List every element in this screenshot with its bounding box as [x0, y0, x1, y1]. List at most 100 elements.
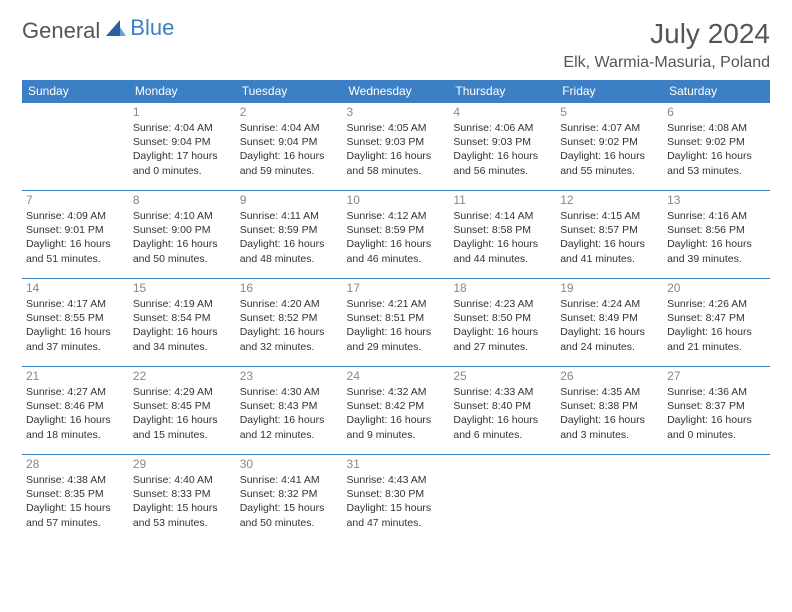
- day-info: Sunrise: 4:20 AMSunset: 8:52 PMDaylight:…: [240, 297, 339, 354]
- calendar-day-cell: 20 Sunrise: 4:26 AMSunset: 8:47 PMDayligh…: [663, 279, 770, 367]
- calendar-day-cell: [449, 455, 556, 543]
- weekday-header: Saturday: [663, 80, 770, 103]
- calendar-day-cell: 23Sunrise: 4:30 AMSunset: 8:43 PMDayligh…: [236, 367, 343, 455]
- calendar-day-cell: 18Sunrise: 4:23 AMSunset: 8:50 PMDayligh…: [449, 279, 556, 367]
- day-info: Sunrise: 4:12 AMSunset: 8:59 PMDaylight:…: [347, 209, 446, 266]
- day-number: 12: [560, 193, 659, 207]
- calendar-week-row: 28 Sunrise: 4:38 AMSunset: 8:35 PMDayligh…: [22, 455, 770, 543]
- day-number: 16: [240, 281, 339, 295]
- calendar-week-row: 1 Sunrise: 4:04 AMSunset: 9:04 PMDaylight…: [22, 103, 770, 191]
- sail-icon: [104, 18, 126, 44]
- day-info: Sunrise: 4:10 AMSunset: 9:00 PMDaylight:…: [133, 209, 232, 266]
- calendar-day-cell: 1 Sunrise: 4:04 AMSunset: 9:04 PMDaylight…: [129, 103, 236, 191]
- weekday-header: Thursday: [449, 80, 556, 103]
- day-info: Sunrise: 4:23 AMSunset: 8:50 PMDaylight:…: [453, 297, 552, 354]
- day-number: 28: [26, 457, 125, 471]
- weekday-header: Wednesday: [343, 80, 450, 103]
- calendar-day-cell: 22 Sunrise: 4:29 AMSunset: 8:45 PMDayligh…: [129, 367, 236, 455]
- calendar-day-cell: 10 Sunrise: 4:12 AMSunset: 8:59 PMDayligh…: [343, 191, 450, 279]
- calendar-day-cell: 26Sunrise: 4:35 AMSunset: 8:38 PMDayligh…: [556, 367, 663, 455]
- day-number: 27: [667, 369, 766, 383]
- calendar-day-cell: 17Sunrise: 4:21 AMSunset: 8:51 PMDayligh…: [343, 279, 450, 367]
- day-number: 8: [133, 193, 232, 207]
- day-info: Sunrise: 4:32 AMSunset: 8:42 PMDaylight:…: [347, 385, 446, 442]
- day-number: 9: [240, 193, 339, 207]
- calendar-day-cell: 29Sunrise: 4:40 AMSunset: 8:33 PMDayligh…: [129, 455, 236, 543]
- calendar-day-cell: 19Sunrise: 4:24 AMSunset: 8:49 PMDayligh…: [556, 279, 663, 367]
- calendar-day-cell: 24 Sunrise: 4:32 AMSunset: 8:42 PMDayligh…: [343, 367, 450, 455]
- day-number: 20: [667, 281, 766, 295]
- calendar-day-cell: 11 Sunrise: 4:14 AMSunset: 8:58 PMDayligh…: [449, 191, 556, 279]
- day-number: 2: [240, 105, 339, 119]
- calendar-day-cell: 6 Sunrise: 4:08 AMSunset: 9:02 PMDaylight…: [663, 103, 770, 191]
- day-number: 13: [667, 193, 766, 207]
- day-info: Sunrise: 4:06 AMSunset: 9:03 PMDaylight:…: [453, 121, 552, 178]
- month-title: July 2024: [563, 18, 770, 50]
- day-number: 24: [347, 369, 446, 383]
- day-info: Sunrise: 4:09 AMSunset: 9:01 PMDaylight:…: [26, 209, 125, 266]
- calendar-week-row: 7 Sunrise: 4:09 AMSunset: 9:01 PMDaylight…: [22, 191, 770, 279]
- calendar-day-cell: 7 Sunrise: 4:09 AMSunset: 9:01 PMDaylight…: [22, 191, 129, 279]
- calendar-day-cell: 4 Sunrise: 4:06 AMSunset: 9:03 PMDaylight…: [449, 103, 556, 191]
- day-info: Sunrise: 4:19 AMSunset: 8:54 PMDaylight:…: [133, 297, 232, 354]
- weekday-header: Tuesday: [236, 80, 343, 103]
- page-header: General Blue July 2024 Elk, Warmia-Masur…: [22, 18, 770, 72]
- calendar-day-cell: 21Sunrise: 4:27 AMSunset: 8:46 PMDayligh…: [22, 367, 129, 455]
- calendar-week-row: 14Sunrise: 4:17 AMSunset: 8:55 PMDayligh…: [22, 279, 770, 367]
- day-number: 10: [347, 193, 446, 207]
- day-info: Sunrise: 4:26 AMSunset: 8:47 PMDaylight:…: [667, 297, 766, 354]
- calendar-header-row: SundayMondayTuesdayWednesdayThursdayFrid…: [22, 80, 770, 103]
- day-number: 11: [453, 193, 552, 207]
- day-info: Sunrise: 4:16 AMSunset: 8:56 PMDaylight:…: [667, 209, 766, 266]
- day-info: Sunrise: 4:41 AMSunset: 8:32 PMDaylight:…: [240, 473, 339, 530]
- day-number: 29: [133, 457, 232, 471]
- brand-part1: General: [22, 18, 100, 44]
- day-info: Sunrise: 4:11 AMSunset: 8:59 PMDaylight:…: [240, 209, 339, 266]
- day-number: 6: [667, 105, 766, 119]
- location-label: Elk, Warmia-Masuria, Poland: [563, 54, 770, 72]
- day-info: Sunrise: 4:38 AMSunset: 8:35 PMDaylight:…: [26, 473, 125, 530]
- day-info: Sunrise: 4:35 AMSunset: 8:38 PMDaylight:…: [560, 385, 659, 442]
- day-number: 4: [453, 105, 552, 119]
- day-number: 3: [347, 105, 446, 119]
- day-number: 14: [26, 281, 125, 295]
- calendar-day-cell: 16 Sunrise: 4:20 AMSunset: 8:52 PMDayligh…: [236, 279, 343, 367]
- calendar-day-cell: 28 Sunrise: 4:38 AMSunset: 8:35 PMDayligh…: [22, 455, 129, 543]
- day-info: Sunrise: 4:15 AMSunset: 8:57 PMDaylight:…: [560, 209, 659, 266]
- day-info: Sunrise: 4:36 AMSunset: 8:37 PMDaylight:…: [667, 385, 766, 442]
- day-number: 7: [26, 193, 125, 207]
- day-number: 5: [560, 105, 659, 119]
- calendar-day-cell: 5Sunrise: 4:07 AMSunset: 9:02 PMDaylight…: [556, 103, 663, 191]
- day-info: Sunrise: 4:33 AMSunset: 8:40 PMDaylight:…: [453, 385, 552, 442]
- calendar-day-cell: 15Sunrise: 4:19 AMSunset: 8:54 PMDayligh…: [129, 279, 236, 367]
- day-info: Sunrise: 4:14 AMSunset: 8:58 PMDaylight:…: [453, 209, 552, 266]
- weekday-header: Friday: [556, 80, 663, 103]
- day-number: 22: [133, 369, 232, 383]
- day-info: Sunrise: 4:30 AMSunset: 8:43 PMDaylight:…: [240, 385, 339, 442]
- calendar-day-cell: [663, 455, 770, 543]
- calendar-day-cell: 27 Sunrise: 4:36 AMSunset: 8:37 PMDayligh…: [663, 367, 770, 455]
- brand-logo: General Blue: [22, 18, 174, 44]
- day-info: Sunrise: 4:43 AMSunset: 8:30 PMDaylight:…: [347, 473, 446, 530]
- calendar-day-cell: [22, 103, 129, 191]
- day-info: Sunrise: 4:29 AMSunset: 8:45 PMDaylight:…: [133, 385, 232, 442]
- weekday-header: Sunday: [22, 80, 129, 103]
- day-info: Sunrise: 4:04 AMSunset: 9:04 PMDaylight:…: [240, 121, 339, 178]
- calendar-day-cell: 2 Sunrise: 4:04 AMSunset: 9:04 PMDaylight…: [236, 103, 343, 191]
- day-number: 25: [453, 369, 552, 383]
- calendar-day-cell: 8 Sunrise: 4:10 AMSunset: 9:00 PMDaylight…: [129, 191, 236, 279]
- calendar-body: 1 Sunrise: 4:04 AMSunset: 9:04 PMDaylight…: [22, 103, 770, 543]
- day-info: Sunrise: 4:05 AMSunset: 9:03 PMDaylight:…: [347, 121, 446, 178]
- day-info: Sunrise: 4:21 AMSunset: 8:51 PMDaylight:…: [347, 297, 446, 354]
- calendar-day-cell: 25 Sunrise: 4:33 AMSunset: 8:40 PMDayligh…: [449, 367, 556, 455]
- day-number: 1: [133, 105, 232, 119]
- day-info: Sunrise: 4:04 AMSunset: 9:04 PMDaylight:…: [133, 121, 232, 178]
- calendar-day-cell: 12 Sunrise: 4:15 AMSunset: 8:57 PMDayligh…: [556, 191, 663, 279]
- day-info: Sunrise: 4:08 AMSunset: 9:02 PMDaylight:…: [667, 121, 766, 178]
- calendar-day-cell: [556, 455, 663, 543]
- calendar-week-row: 21Sunrise: 4:27 AMSunset: 8:46 PMDayligh…: [22, 367, 770, 455]
- calendar-day-cell: 31Sunrise: 4:43 AMSunset: 8:30 PMDayligh…: [343, 455, 450, 543]
- day-number: 21: [26, 369, 125, 383]
- calendar-day-cell: 13 Sunrise: 4:16 AMSunset: 8:56 PMDayligh…: [663, 191, 770, 279]
- calendar-day-cell: 9 Sunrise: 4:11 AMSunset: 8:59 PMDaylight…: [236, 191, 343, 279]
